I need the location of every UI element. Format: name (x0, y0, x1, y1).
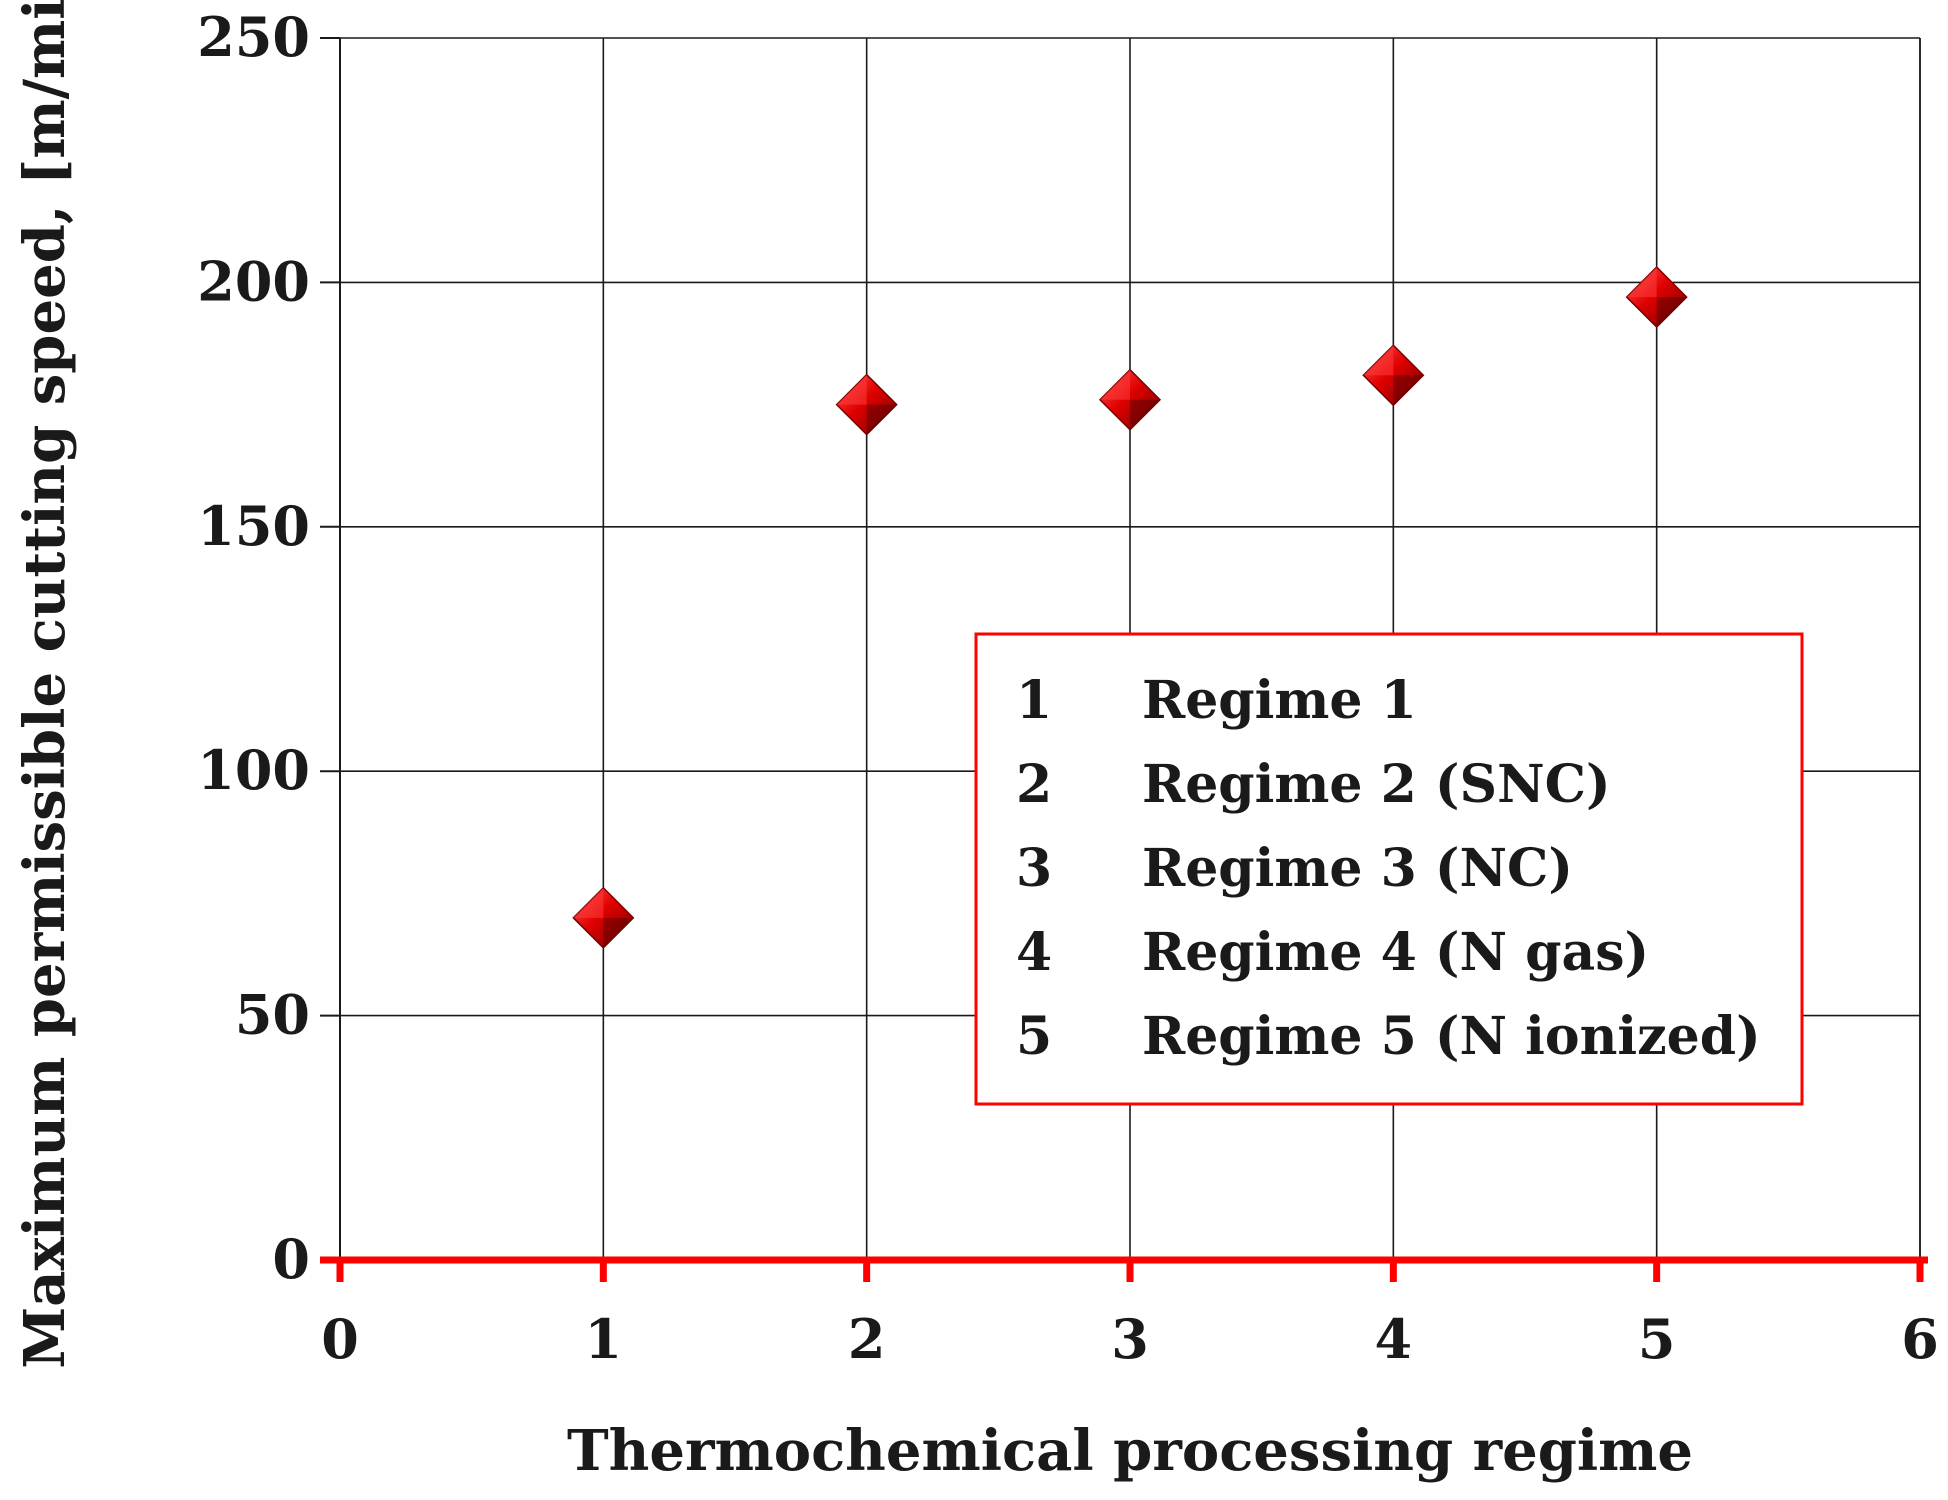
x-tick-label: 1 (585, 1307, 623, 1371)
data-point (572, 886, 635, 949)
data-point (1625, 266, 1688, 329)
legend-entry-number: 3 (1016, 838, 1052, 899)
legend-box (974, 632, 1804, 1106)
y-tick-label: 200 (197, 249, 310, 313)
data-point (1098, 368, 1162, 431)
x-tick-label: 0 (321, 1307, 359, 1371)
legend-entry-label: Regime 4 (N gas) (1142, 922, 1649, 983)
data-points (572, 266, 1688, 949)
x-tick-label: 5 (1638, 1307, 1676, 1371)
x-tick-label: 6 (1901, 1307, 1939, 1371)
y-tick-label: 250 (197, 5, 310, 69)
x-tick-label: 2 (848, 1307, 886, 1371)
legend-entry-number: 1 (1016, 670, 1052, 731)
legend-entries: 1 Regime 1 2 Regime 2 (SNC) 3 Regime 3 (NC) 4 R… (1016, 670, 1761, 1067)
legend-entry-label: Regime 5 (N ionized) (1142, 1006, 1761, 1067)
x-axis-label: Thermochemical processing regime (567, 1418, 1693, 1484)
legend-entry-number: 5 (1016, 1006, 1052, 1067)
axes (320, 37, 1928, 1282)
y-tick-labels: 0 50 100 150 200 250 (197, 5, 310, 1291)
data-point (835, 373, 898, 436)
y-tick-label: 50 (235, 983, 310, 1047)
legend-entry-number: 4 (1016, 922, 1052, 983)
y-tick-label: 0 (272, 1227, 310, 1291)
legend-entry-label: Regime 2 (SNC) (1142, 754, 1611, 815)
y-tick-label: 150 (197, 494, 310, 558)
x-tick-label: 3 (1111, 1307, 1149, 1371)
legend-entry-label: Regime 3 (NC) (1142, 838, 1573, 899)
data-point (1362, 344, 1425, 407)
legend: 1 Regime 1 2 Regime 2 (SNC) 3 Regime 3 (NC) 4 R… (974, 632, 1804, 1106)
legend-entry-label: Regime 1 (1142, 670, 1417, 731)
x-tick-label: 4 (1375, 1307, 1413, 1371)
y-tick-label: 100 (197, 738, 310, 802)
y-axis-label: Maximum permissible cutting speed, [m/mi… (12, 0, 78, 1369)
x-tick-labels: 0 1 2 3 4 5 6 (321, 1307, 1939, 1371)
legend-entry-number: 2 (1016, 754, 1052, 815)
